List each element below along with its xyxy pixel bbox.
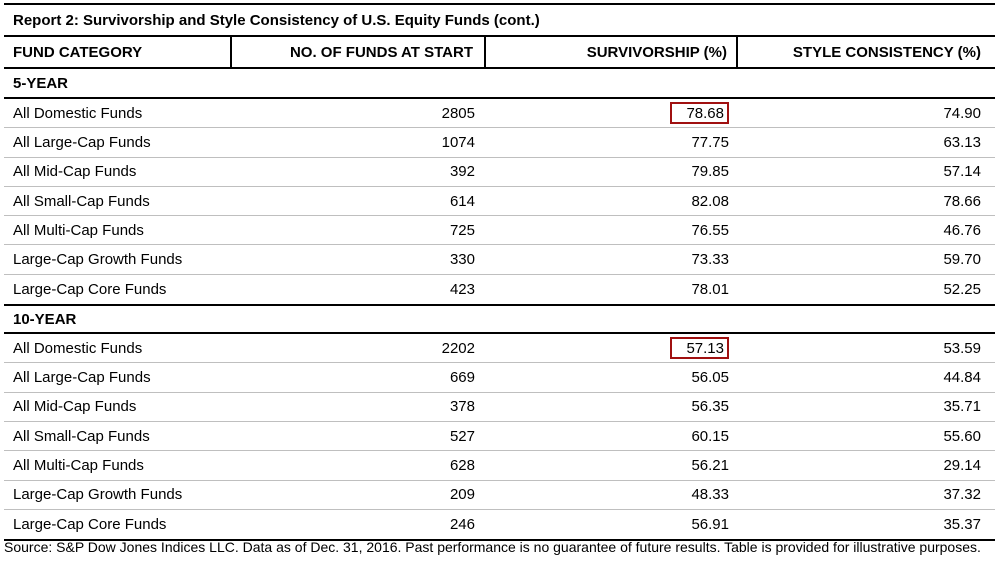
cell-style-consistency: 37.32 (943, 486, 981, 504)
cell-no-of-funds: 2202 (441, 339, 475, 357)
table-row: All Mid-Cap Funds 392 79.85 57.14 (4, 158, 995, 187)
cell-fund-category: All Large-Cap Funds (13, 369, 151, 387)
highlighted-value: 57.13 (670, 337, 729, 360)
cell-survivorship: 56.05 (691, 369, 729, 387)
cell-fund-category: All Small-Cap Funds (13, 427, 150, 445)
section-label: 5-YEAR (4, 69, 995, 99)
header-fund-category: FUND CATEGORY (4, 37, 232, 67)
cell-fund-category: All Small-Cap Funds (13, 192, 150, 210)
cell-no-of-funds: 423 (449, 280, 475, 298)
header-no-of-funds: NO. OF FUNDS AT START (232, 37, 486, 67)
cell-no-of-funds: 378 (449, 398, 475, 416)
table-row: All Multi-Cap Funds 628 56.21 29.14 (4, 451, 995, 481)
cell-style-consistency: 52.25 (943, 280, 981, 298)
cell-style-consistency: 55.60 (943, 427, 981, 445)
cell-fund-category: All Domestic Funds (13, 339, 143, 357)
cell-fund-category: All Domestic Funds (13, 104, 143, 122)
cell-survivorship: 73.33 (691, 251, 729, 269)
cell-style-consistency: 53.59 (943, 339, 981, 357)
cell-style-consistency: 29.14 (943, 456, 981, 474)
table-row: All Mid-Cap Funds 378 56.35 35.71 (4, 393, 995, 422)
cell-survivorship: 56.35 (691, 398, 729, 416)
highlighted-value: 78.68 (670, 102, 729, 125)
cell-no-of-funds: 392 (449, 163, 475, 181)
table-title-row: Report 2: Survivorship and Style Consist… (4, 3, 995, 37)
cell-fund-category: All Mid-Cap Funds (13, 398, 137, 416)
cell-style-consistency: 35.37 (943, 516, 981, 533)
table-title: Report 2: Survivorship and Style Consist… (13, 11, 540, 29)
table-row: All Large-Cap Funds 669 56.05 44.84 (4, 363, 995, 393)
cell-style-consistency: 35.71 (943, 398, 981, 416)
cell-survivorship: 79.85 (691, 163, 729, 181)
table-row: Large-Cap Core Funds 246 56.91 35.37 (4, 510, 995, 539)
cell-survivorship: 56.21 (691, 456, 729, 474)
header-row: FUND CATEGORY NO. OF FUNDS AT START SURV… (4, 37, 995, 69)
table-row: All Domestic Funds 2202 57.13 53.59 (4, 334, 995, 364)
cell-no-of-funds: 330 (449, 251, 475, 269)
survivorship-table: Report 2: Survivorship and Style Consist… (4, 3, 995, 542)
cell-no-of-funds: 725 (449, 221, 475, 239)
cell-survivorship: 60.15 (691, 427, 729, 445)
cell-style-consistency: 57.14 (943, 163, 981, 181)
cell-fund-category: Large-Cap Growth Funds (13, 486, 183, 504)
table-row: All Large-Cap Funds 1074 77.75 63.13 (4, 128, 995, 158)
cell-survivorship: 56.91 (691, 516, 729, 533)
table-row: All Small-Cap Funds 527 60.15 55.60 (4, 422, 995, 452)
table-row: Large-Cap Growth Funds 330 73.33 59.70 (4, 245, 995, 275)
cell-fund-category: Large-Cap Growth Funds (13, 251, 183, 269)
cell-fund-category: All Multi-Cap Funds (13, 221, 144, 239)
cell-no-of-funds: 527 (449, 427, 475, 445)
header-survivorship: SURVIVORSHIP (%) (486, 37, 738, 67)
table-row: All Small-Cap Funds 614 82.08 78.66 (4, 187, 995, 217)
cell-survivorship: 76.55 (691, 221, 729, 239)
table-row: Large-Cap Growth Funds 209 48.33 37.32 (4, 481, 995, 510)
cell-no-of-funds: 1074 (441, 133, 475, 151)
cell-survivorship: 78.01 (691, 280, 729, 298)
cell-survivorship: 78.68 (486, 99, 738, 127)
cell-style-consistency: 63.13 (943, 133, 981, 151)
cell-survivorship: 77.75 (691, 133, 729, 151)
table-row: All Domestic Funds 2805 78.68 74.90 (4, 99, 995, 129)
cell-no-of-funds: 669 (449, 369, 475, 387)
table-row: All Multi-Cap Funds 725 76.55 46.76 (4, 216, 995, 246)
table-body: 5-YEAR All Domestic Funds 2805 78.68 74.90 Al… (4, 69, 995, 539)
cell-no-of-funds: 2805 (441, 104, 475, 122)
section-label: 10-YEAR (4, 304, 995, 335)
source-footnote: Source: S&P Dow Jones Indices LLC. Data … (4, 539, 981, 555)
cell-fund-category: Large-Cap Core Funds (13, 280, 167, 298)
cell-style-consistency: 74.90 (943, 104, 981, 122)
cell-no-of-funds: 246 (449, 516, 475, 533)
cell-no-of-funds: 628 (449, 456, 475, 474)
cell-fund-category: All Large-Cap Funds (13, 133, 151, 151)
cell-fund-category: All Multi-Cap Funds (13, 456, 144, 474)
cell-style-consistency: 59.70 (943, 251, 981, 269)
header-style-consistency: STYLE CONSISTENCY (%) (792, 43, 981, 61)
cell-style-consistency: 78.66 (943, 192, 981, 210)
cell-survivorship: 48.33 (691, 486, 729, 504)
cell-fund-category: Large-Cap Core Funds (13, 516, 167, 533)
cell-no-of-funds: 614 (449, 192, 475, 210)
table-row: Large-Cap Core Funds 423 78.01 52.25 (4, 275, 995, 304)
cell-style-consistency: 44.84 (943, 369, 981, 387)
cell-survivorship: 57.13 (486, 334, 738, 362)
cell-survivorship: 82.08 (691, 192, 729, 210)
cell-style-consistency: 46.76 (943, 221, 981, 239)
cell-no-of-funds: 209 (449, 486, 475, 504)
cell-fund-category: All Mid-Cap Funds (13, 163, 137, 181)
